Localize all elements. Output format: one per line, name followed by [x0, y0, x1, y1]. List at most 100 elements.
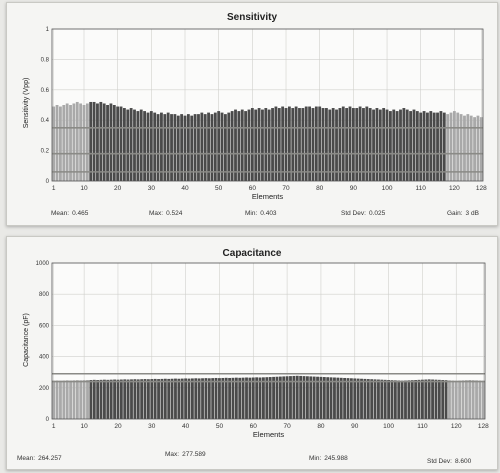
bar: [365, 106, 369, 181]
bar: [143, 111, 147, 181]
bar: [245, 377, 248, 419]
y-tick-label: 0.2: [41, 149, 50, 155]
bar: [254, 109, 258, 181]
bar: [479, 117, 483, 181]
plot-frame: [51, 28, 484, 182]
bar: [163, 114, 167, 181]
x-tick-label: 70: [282, 185, 290, 192]
y-tick-label: 0.6: [41, 88, 50, 94]
bar: [419, 112, 423, 181]
bar: [294, 106, 298, 181]
bar: [439, 111, 443, 181]
stat-label: Max:: [149, 210, 164, 217]
bar: [468, 380, 472, 419]
x-tick-label: 40: [181, 185, 189, 192]
bar: [326, 377, 330, 419]
bar: [346, 378, 350, 419]
bar: [106, 379, 110, 419]
bar: [454, 380, 458, 419]
bar: [156, 114, 160, 181]
stat-label: Mean:: [51, 210, 70, 217]
bar: [170, 378, 174, 419]
bar: [55, 380, 59, 419]
bar: [331, 108, 335, 181]
bar: [69, 380, 73, 419]
bar: [322, 377, 326, 419]
y-tick-label: 0.4: [41, 118, 50, 124]
bar: [231, 377, 235, 419]
bar: [475, 380, 478, 419]
bar: [85, 103, 89, 181]
bar: [390, 380, 394, 419]
bar: [217, 111, 221, 181]
bar: [255, 377, 259, 419]
x-tick-label: 20: [114, 185, 122, 192]
bar: [79, 103, 83, 181]
y-axis-label: Capacitance (pF): [23, 313, 30, 367]
stat-label: Std Dev:: [427, 458, 452, 465]
bar: [186, 114, 190, 181]
bar: [174, 378, 177, 419]
bar: [116, 379, 120, 419]
capacitance-chart: 1 10 20 30 40 50 60 70 80 90 100 110 120 128020040060…: [23, 261, 489, 439]
stat-label: Gain:: [447, 210, 463, 217]
bar: [481, 380, 485, 419]
bar: [466, 114, 470, 181]
bar: [274, 106, 278, 181]
bar: [160, 378, 164, 419]
bar: [356, 378, 360, 419]
bar: [190, 115, 194, 181]
bar: [351, 108, 355, 181]
bar: [119, 379, 123, 419]
bar: [339, 377, 343, 419]
bar: [329, 377, 333, 419]
stat-value: 0.025: [368, 210, 386, 217]
bar: [449, 112, 453, 181]
bar: [75, 380, 79, 419]
stat-value: 264.257: [38, 455, 62, 462]
bar: [248, 377, 252, 419]
bar: [284, 108, 288, 181]
bar: [96, 380, 100, 419]
x-tick-label: 128: [476, 185, 487, 192]
bar: [325, 108, 328, 181]
bar: [228, 377, 232, 419]
x-tick-label: 100: [382, 185, 393, 192]
bar: [106, 105, 109, 181]
bar: [452, 111, 456, 181]
bar: [237, 111, 241, 181]
stat-min: Min: 245.988: [309, 455, 348, 462]
bar: [116, 106, 120, 181]
stat-mean: Mean: 264.257: [17, 455, 62, 462]
bar: [278, 376, 282, 419]
bar: [261, 109, 264, 181]
bar: [201, 378, 204, 419]
bar: [471, 380, 475, 419]
bar: [79, 380, 83, 419]
bar: [52, 380, 56, 419]
bar: [349, 378, 353, 419]
bar: [402, 108, 406, 181]
bar: [126, 109, 130, 181]
bar: [393, 380, 397, 419]
y-tick-label: 0.8: [41, 57, 50, 63]
bar: [103, 379, 106, 419]
stat-mean: Mean: 0.465: [51, 210, 88, 217]
bar: [291, 108, 295, 181]
bar: [420, 379, 424, 419]
sensitivity-panel: Sensitivity 1 10 20 30 40 50 60 70 80 90 100 110 120…: [6, 2, 498, 226]
bar: [473, 117, 476, 181]
bar: [59, 106, 62, 181]
bar: [96, 103, 99, 181]
bar: [220, 112, 224, 181]
bar: [312, 376, 316, 419]
bar: [241, 377, 245, 419]
bar: [167, 378, 171, 419]
bar: [140, 379, 144, 419]
bar: [150, 379, 154, 419]
stat-std-dev: Std Dev: 8.600: [427, 458, 471, 465]
stat-gain: Gain: 3 dB: [447, 210, 479, 217]
stat-label: Max:: [165, 451, 180, 458]
bar: [275, 376, 279, 419]
bar: [305, 376, 309, 419]
